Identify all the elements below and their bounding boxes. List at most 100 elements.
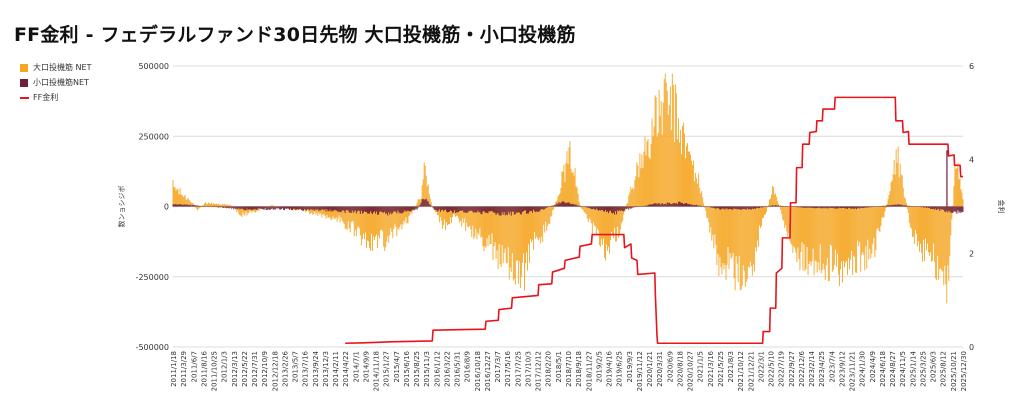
bar-large-speculators (884, 206, 886, 212)
bar-large-speculators (746, 206, 748, 280)
bar-small-speculators (353, 206, 355, 212)
bar-large-speculators (920, 206, 921, 244)
bar-large-speculators (490, 206, 492, 244)
bar-small-speculators (473, 206, 475, 213)
bar-small-speculators (629, 206, 631, 209)
bar-small-speculators (931, 206, 933, 210)
bar-small-speculators (664, 203, 666, 207)
bar-small-speculators (426, 200, 428, 207)
bar-large-speculators (962, 199, 964, 207)
bar-large-speculators (814, 206, 816, 261)
bar-small-speculators (258, 206, 260, 209)
bar-small-speculators (762, 206, 763, 208)
bar-small-speculators (905, 205, 907, 207)
bar-small-speculators (225, 206, 227, 208)
bar-small-speculators (769, 205, 770, 207)
bar-small-speculators (693, 205, 695, 207)
bar-large-speculators (717, 206, 719, 254)
bar-small-speculators (269, 206, 271, 210)
bar-large-speculators (419, 200, 421, 207)
bar-large-speculators (390, 206, 392, 229)
bar-large-speculators (919, 206, 920, 252)
bar-small-speculators (435, 206, 437, 211)
bar-large-speculators (566, 151, 568, 207)
x-tick-label: 2015/4/7 (393, 351, 401, 382)
bar-large-speculators (241, 206, 243, 217)
bar-large-speculators (353, 206, 355, 237)
bar-small-speculators (755, 206, 757, 209)
bar-small-speculators (487, 206, 489, 214)
bar-large-speculators (383, 206, 385, 247)
bar-small-speculators (949, 206, 951, 212)
bar-large-speculators (791, 206, 793, 245)
bar-small-speculators (709, 206, 711, 208)
bar-large-speculators (673, 141, 675, 207)
bar-large-speculators (202, 204, 204, 207)
bar-small-speculators (289, 206, 290, 210)
legend-label-small-speculators: 小口投機筋NET (33, 78, 89, 87)
bar-large-speculators (517, 206, 519, 284)
bar-large-speculators (829, 206, 831, 245)
bar-large-speculators (568, 147, 570, 207)
bar-large-speculators (211, 202, 212, 207)
x-tick-label: 2014/7/1 (352, 351, 360, 382)
bar-small-speculators (838, 206, 840, 208)
bar-small-speculators (596, 206, 598, 210)
x-tick-label: 2024/8/27 (889, 351, 897, 387)
bar-large-speculators (619, 206, 621, 234)
bar-small-speculators (500, 206, 502, 216)
bar-large-speculators (700, 193, 702, 207)
bar-large-speculators (402, 206, 404, 225)
bar-small-speculators (742, 206, 744, 210)
bar-small-speculators (544, 206, 546, 210)
y-tick-label: -250000 (136, 273, 169, 282)
bar-large-speculators (835, 206, 837, 267)
series-ff-rate-line (345, 96, 963, 345)
bar-large-speculators (254, 206, 256, 213)
bar-small-speculators (813, 206, 815, 209)
bar-large-speculators (754, 206, 756, 248)
bar-small-speculators (635, 206, 637, 208)
bar-small-speculators (307, 206, 309, 210)
bar-small-speculators (699, 205, 701, 207)
bar-small-speculators (592, 206, 594, 209)
bar-large-speculators (837, 206, 839, 275)
bar-small-speculators (546, 206, 548, 208)
bar-small-speculators (547, 206, 549, 208)
bar-large-speculators (892, 174, 894, 207)
bar-large-speculators (362, 206, 364, 234)
bar-small-speculators (319, 206, 321, 211)
bar-small-speculators (593, 206, 595, 210)
bar-large-speculators (854, 206, 856, 258)
bar-small-speculators (827, 206, 829, 209)
x-tick-label: 2017/3/7 (494, 351, 502, 382)
bar-small-speculators (729, 206, 731, 209)
bar-large-speculators (324, 206, 326, 216)
bar-small-speculators (555, 204, 557, 207)
bar-small-speculators (302, 206, 304, 211)
bar-small-speculators (822, 206, 824, 209)
bar-small-speculators (831, 206, 833, 209)
x-tick-label: 2025/8/12 (940, 351, 948, 387)
bar-small-speculators (576, 205, 578, 207)
bar-large-speculators (655, 97, 657, 207)
x-tick-label: 2018/7/10 (565, 351, 573, 387)
bar-large-speculators (442, 206, 444, 225)
bar-small-speculators (597, 206, 599, 211)
bar-large-speculators (634, 180, 636, 207)
bar-small-speculators (509, 206, 511, 212)
bar-large-speculators (484, 206, 486, 247)
bar-large-speculators (610, 206, 611, 241)
bar-small-speculators (354, 206, 356, 211)
bar-small-speculators (698, 205, 700, 207)
bar-small-speculators (631, 206, 633, 209)
legend-swatch-small-speculators (20, 78, 28, 87)
bar-large-speculators (951, 206, 953, 220)
bar-large-speculators (709, 206, 711, 233)
bar-small-speculators (515, 206, 517, 213)
bar-small-speculators (599, 206, 601, 211)
bar-small-speculators (924, 206, 925, 208)
bar-large-speculators (384, 206, 386, 251)
bar-large-speculators (660, 101, 662, 207)
x-tick-label: 2024/11/5 (899, 351, 907, 387)
